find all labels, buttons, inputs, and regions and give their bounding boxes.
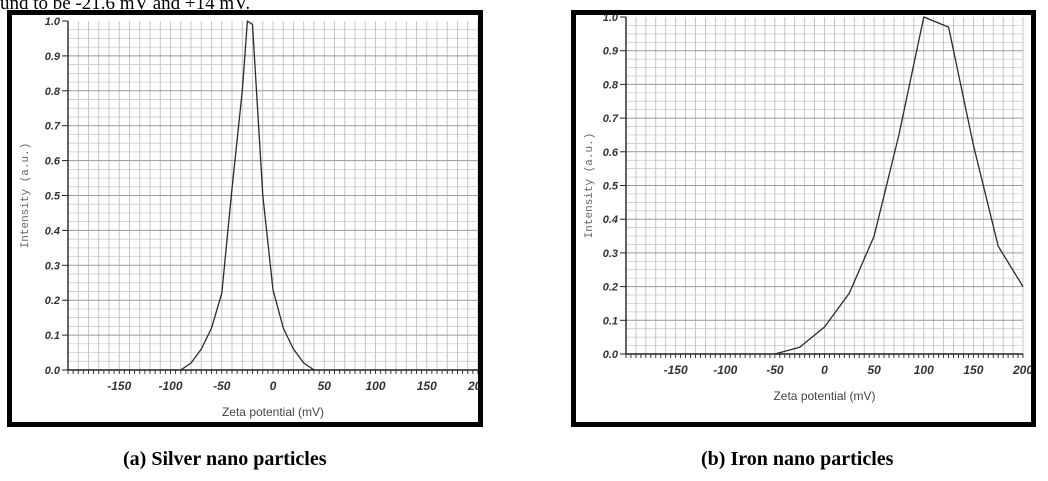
y-tick-label: 0.2 (45, 295, 60, 307)
y-tick-label: 0.9 (45, 51, 61, 63)
x-tick-label: 200 (467, 379, 478, 393)
x-tick-label: 50 (867, 363, 881, 377)
y-tick-label: 0.3 (603, 248, 618, 260)
x-tick-label: -150 (107, 379, 131, 393)
series-line (180, 20, 315, 371)
x-axis-label: Zeta potential (mV) (773, 389, 875, 403)
y-tick-label: 0.3 (45, 260, 60, 272)
y-tick-label: 0.4 (603, 214, 618, 226)
y-tick-label: 0.8 (45, 86, 61, 98)
x-tick-label: 150 (963, 363, 983, 377)
silver-chart: -150 -100 -50 0 50 100 150 200 0.0 0.1 0.2 0.3 0.4 0.… (20, 16, 478, 419)
y-tick-label: 0.2 (603, 282, 618, 294)
chart-panel-iron: -150 -100 -50 0 50 100 150 200 0.0 0.1 0.2 0.3 0.4 0.… (571, 10, 1036, 427)
y-tick-label: 0.9 (603, 46, 619, 58)
grid-lines (68, 21, 478, 370)
y-tick-label: 0.0 (603, 349, 619, 361)
x-tick-label: -100 (713, 363, 737, 377)
x-tick-label: 150 (417, 379, 437, 393)
x-tick-label: 0 (270, 379, 277, 393)
y-axis-label: Intensity (a.u.) (584, 133, 596, 239)
x-tick-label: -100 (158, 379, 182, 393)
y-tick-label: 0.6 (603, 147, 619, 159)
y-tick-label: 0.1 (45, 330, 60, 342)
iron-chart: -150 -100 -50 0 50 100 150 200 0.0 0.1 0.2 0.3 0.4 0.… (584, 15, 1031, 403)
y-tick-label: 0.6 (45, 156, 61, 168)
x-axis-label: Zeta potential (mV) (222, 405, 324, 419)
y-tick-label: 0.1 (603, 315, 618, 327)
x-tick-label: 200 (1012, 363, 1031, 377)
x-tick-label: 100 (365, 379, 385, 393)
y-tick-label: 0.5 (45, 191, 61, 203)
y-tick-label: 0.7 (603, 113, 619, 125)
y-axis-label: Intensity (a.u.) (20, 143, 32, 249)
caption-iron: (b) Iron nano particles (701, 448, 894, 470)
series-line (774, 16, 1024, 355)
y-tick-label: 0.8 (603, 79, 619, 91)
y-tick-label: 0.0 (45, 365, 61, 377)
x-tick-label: 0 (821, 363, 828, 377)
x-tick-label: 50 (318, 379, 332, 393)
y-tick-label: 0.4 (45, 225, 60, 237)
y-tick-label: 0.7 (45, 121, 61, 133)
grid-lines (626, 17, 1024, 354)
caption-silver: (a) Silver nano particles (123, 448, 327, 470)
y-tick-label: 0.5 (603, 181, 619, 193)
y-tick-label: 1.0 (45, 16, 61, 28)
x-tick-label: 100 (914, 363, 934, 377)
y-tick-label: 1.0 (603, 15, 619, 24)
x-tick-label: -50 (213, 379, 231, 393)
x-tick-label: -150 (664, 363, 688, 377)
chart-panel-silver: -150 -100 -50 0 50 100 150 200 0.0 0.1 0.2 0.3 0.4 0.… (7, 10, 483, 427)
x-tick-label: -50 (766, 363, 784, 377)
